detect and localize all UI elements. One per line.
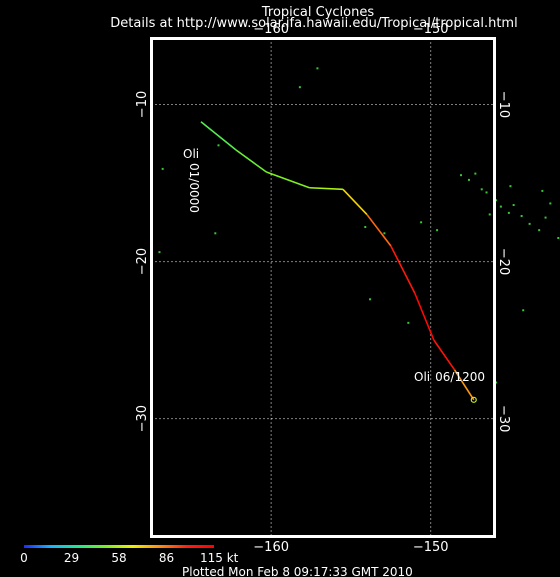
track-segment [390, 245, 416, 294]
island-dot [512, 204, 515, 207]
island-dot [217, 144, 220, 147]
storm-start-name: Oli [183, 147, 199, 161]
colorbar-ticks: 0 29 58 86 115 kt [20, 551, 238, 565]
island-dot [509, 185, 512, 188]
track-segment [453, 369, 475, 401]
colorbar-tick-label: 58 [111, 551, 126, 565]
lat-label-left: −20 [135, 248, 150, 275]
lat-label-right: −10 [496, 91, 511, 118]
island-dot [495, 381, 498, 384]
lat-label-right: −30 [496, 405, 511, 432]
colorbar-tick-label: 29 [64, 551, 79, 565]
colorbar-tick-label: 0 [20, 551, 28, 565]
island-dot [407, 321, 410, 324]
island-dot [214, 232, 217, 235]
island-dot [549, 202, 552, 205]
lat-label-left: −30 [135, 405, 150, 432]
track-end-marker [470, 396, 477, 403]
chart-title: Tropical Cyclones [261, 5, 374, 20]
storm-end-time: 06/1200 [435, 370, 485, 384]
colorbar-tick-label: 86 [159, 551, 174, 565]
lat-label-left: −10 [135, 91, 150, 118]
island-dot [485, 191, 488, 194]
island-dot [161, 167, 164, 170]
island-dot [520, 215, 523, 218]
island-dot [474, 172, 477, 175]
storm-end-label: Oli 06/1200 [414, 370, 485, 384]
island-dot [495, 199, 498, 202]
lon-label-top: −150 [413, 22, 449, 37]
map-frame [150, 37, 496, 538]
land-islands [158, 67, 560, 384]
colorbar-tick-label: 115 kt [200, 551, 239, 565]
storm-start-time: 01/0000 [187, 163, 201, 213]
island-dot [467, 178, 470, 181]
lon-label-bottom: −160 [253, 540, 289, 555]
island-dot [499, 205, 502, 208]
track-segment [342, 188, 368, 216]
island-dot [522, 309, 525, 312]
island-dot [507, 211, 510, 214]
island-dot [420, 221, 423, 224]
island-dot [480, 188, 483, 191]
island-dot [538, 229, 541, 232]
storm-track [200, 121, 477, 403]
island-dot [459, 174, 462, 177]
island-dot [528, 222, 531, 225]
lat-label-right: −20 [496, 248, 511, 275]
island-dot [383, 232, 386, 235]
storm-end-name: Oli [414, 370, 430, 384]
intensity-colorbar [24, 545, 214, 548]
track-segment [433, 339, 456, 371]
island-dot [541, 189, 544, 192]
track-segment [200, 121, 237, 151]
track-segment [413, 292, 435, 341]
island-dot [316, 67, 319, 70]
track-segment [366, 213, 392, 247]
island-dot [298, 86, 301, 89]
axis-labels: −160 −160 −150 −150 −10 −10 −20 −20 −30 −30 [135, 22, 511, 555]
plotted-timestamp: Plotted Mon Feb 8 09:17:33 GMT 2010 [182, 565, 413, 577]
island-dot [544, 216, 547, 219]
map-grid [151, 38, 495, 537]
track-segment [235, 149, 267, 173]
lon-label-bottom: −150 [413, 540, 449, 555]
lon-label-top: −160 [253, 22, 289, 37]
track-segment [266, 171, 310, 189]
details-link[interactable]: Details at http://www.solar.ifa.hawaii.e… [110, 16, 517, 31]
island-dot [158, 251, 161, 254]
island-dot [369, 298, 372, 301]
island-dot [364, 226, 367, 229]
island-dot [557, 237, 560, 240]
track-segment [309, 186, 343, 191]
island-dot [436, 229, 439, 232]
island-dot [488, 213, 491, 216]
